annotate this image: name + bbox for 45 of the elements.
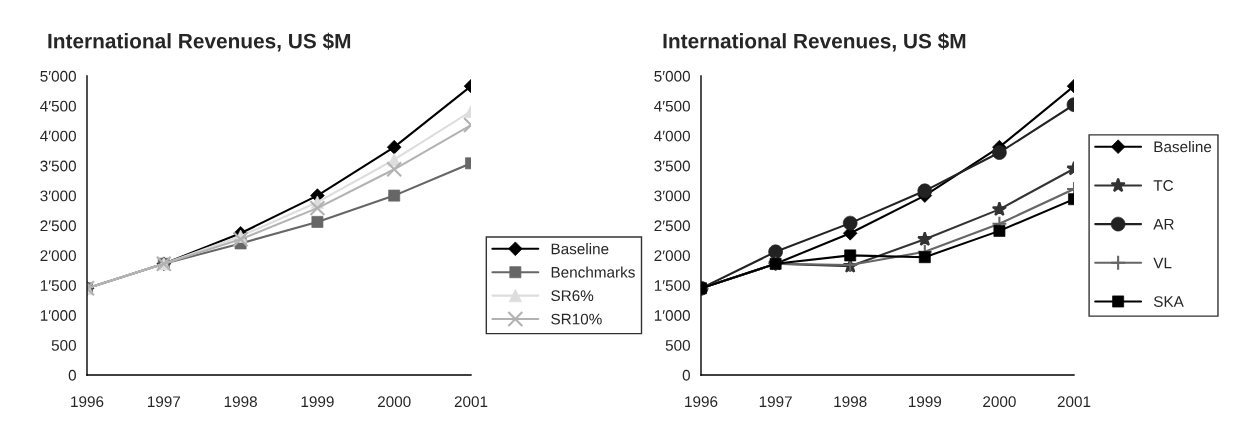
x-tick-label: 2001 xyxy=(1057,396,1091,408)
x-tick-label: 1996 xyxy=(71,396,104,408)
legend-label: AR xyxy=(1153,218,1174,230)
y-tick-label: 0 xyxy=(68,369,76,381)
x-tick-label: 1998 xyxy=(834,396,867,408)
y-tick-label: 500 xyxy=(51,339,76,351)
y-tick-label: 0 xyxy=(682,369,690,381)
x-tick-label: 2001 xyxy=(454,396,488,408)
legend-label: TC xyxy=(1153,180,1174,191)
y-tick-label: 1′000 xyxy=(40,310,76,321)
y-tick-label: 4′500 xyxy=(654,100,690,112)
y-tick-label: 500 xyxy=(665,339,690,351)
legend-label: SR10% xyxy=(551,313,602,325)
y-tick-label: 2′500 xyxy=(654,220,690,232)
legend-label: SR6% xyxy=(551,290,594,302)
legend-label: VL xyxy=(1153,257,1172,269)
x-tick-label: 1996 xyxy=(685,396,718,408)
y-tick-label: 2′000 xyxy=(40,250,76,262)
chart-title: International Revenues, US $M xyxy=(663,32,966,52)
legend-label: Baseline xyxy=(551,243,609,255)
x-tick-label: 1997 xyxy=(147,396,181,408)
y-tick-label: 4′000 xyxy=(654,130,690,142)
legend-label: Benchmarks xyxy=(551,266,635,278)
x-tick-label: 1999 xyxy=(908,396,942,408)
y-tick-label: 3′000 xyxy=(40,190,76,202)
y-tick-label: 1′500 xyxy=(654,280,690,291)
y-tick-label: 5′000 xyxy=(40,70,76,82)
y-tick-label: 3′500 xyxy=(40,160,76,172)
legend-label: SKA xyxy=(1153,296,1184,307)
chart-title: International Revenues, US $M xyxy=(48,32,351,52)
y-tick-label: 3′000 xyxy=(654,190,690,202)
x-tick-label: 1999 xyxy=(301,396,334,408)
x-tick-label: 1998 xyxy=(224,396,257,408)
x-tick-label: 1997 xyxy=(759,396,792,408)
y-tick-label: 4′500 xyxy=(40,100,76,112)
y-tick-label: 3′500 xyxy=(654,160,690,172)
y-tick-label: 4′000 xyxy=(40,130,76,142)
y-tick-label: 1′000 xyxy=(654,310,690,321)
y-tick-label: 2′000 xyxy=(654,250,690,262)
x-tick-label: 2000 xyxy=(983,396,1016,408)
legend-label: Baseline xyxy=(1154,141,1212,153)
y-tick-label: 2′500 xyxy=(40,220,76,232)
y-tick-label: 1′500 xyxy=(40,280,76,291)
y-tick-label: 5′000 xyxy=(654,70,690,82)
x-tick-label: 2000 xyxy=(377,396,411,408)
